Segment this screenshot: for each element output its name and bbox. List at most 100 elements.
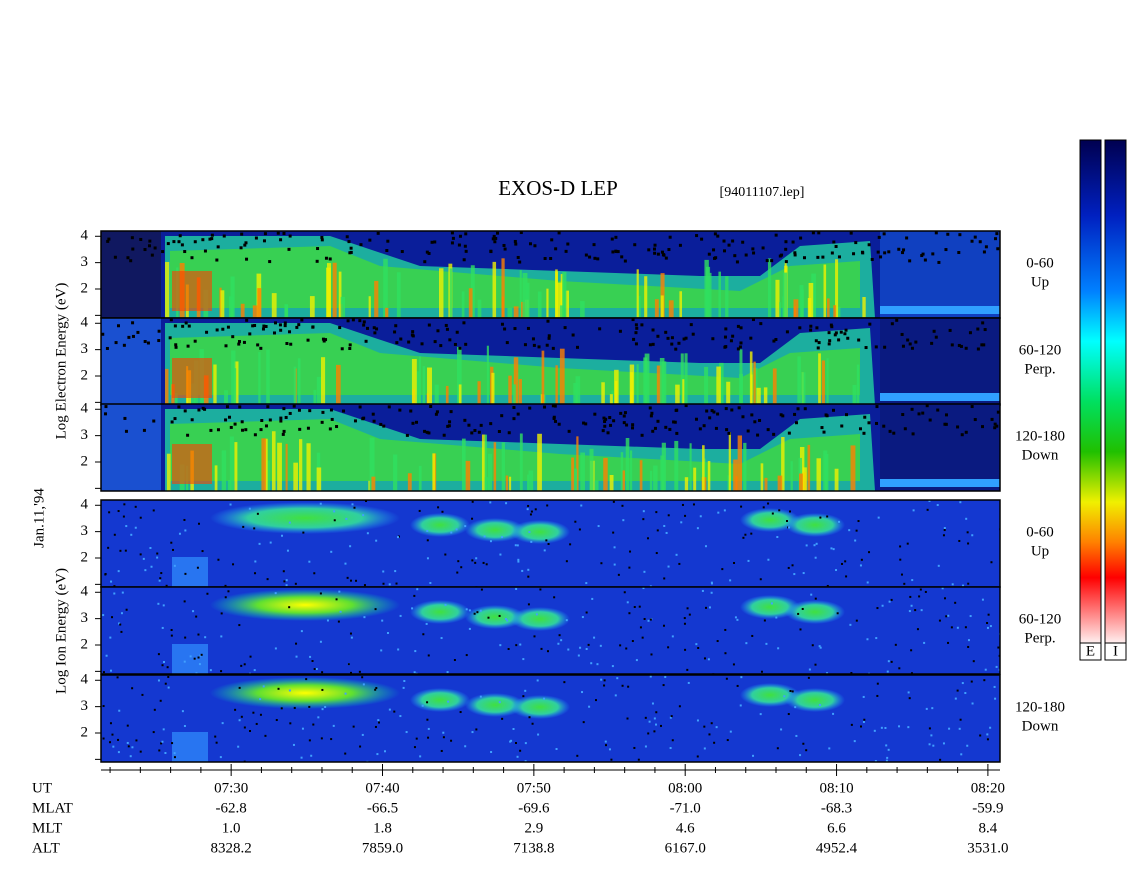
spectrogram-speckle [358, 405, 362, 409]
spectrogram-speckle [811, 231, 815, 235]
spectrogram-speckle [866, 581, 869, 584]
spectrogram-speckle [667, 514, 670, 517]
spectrogram-speckle [814, 556, 817, 559]
spectrogram-spike [575, 376, 581, 405]
spectrogram-speckle [131, 247, 135, 251]
spectrogram-spike [519, 270, 522, 318]
spectrogram-speckle [289, 342, 293, 346]
spectrogram-speckle [617, 573, 620, 576]
spectrogram-speckle [791, 240, 795, 244]
spectrogram-spike [565, 290, 569, 318]
spectrogram-speckle [427, 251, 431, 255]
spectrogram-speckle [117, 510, 120, 513]
spectrogram-speckle [259, 428, 263, 432]
spectrogram-spike [293, 462, 298, 491]
spectrogram-speckle [981, 598, 984, 601]
spectrogram-speckle [708, 416, 712, 420]
spectrogram-speckle [653, 730, 656, 733]
spectrogram-speckle [943, 527, 946, 530]
spectrogram-spike [316, 467, 322, 491]
y-tick-label: 2 [81, 724, 89, 740]
spectrogram-speckle [967, 542, 970, 545]
spectrogram-spike [825, 453, 829, 491]
spectrogram-speckle [736, 324, 740, 328]
spectrogram-speckle [134, 505, 137, 508]
spectrogram-speckle [462, 321, 466, 325]
spectrogram-speckle [349, 579, 352, 582]
spectrogram-speckle [190, 418, 194, 422]
spectrogram-speckle [546, 504, 549, 507]
ephemeris-value: 2.9 [524, 820, 543, 836]
spectrogram-speckle [874, 345, 878, 349]
spectrogram-speckle [160, 572, 163, 575]
spectrogram-speckle [102, 671, 105, 674]
spectrogram-speckle [373, 331, 377, 335]
spectrogram-speckle [129, 259, 133, 263]
y-tick-label: 2 [81, 280, 89, 296]
spectrogram-speckle [181, 324, 185, 328]
spectrogram-speckle [263, 232, 267, 236]
spectrogram-speckle [772, 432, 776, 436]
spectrogram-speckle [321, 410, 325, 414]
spectrogram-speckle [686, 668, 689, 671]
spectrogram-spike [557, 282, 563, 318]
spectrogram-speckle [683, 622, 686, 625]
spectrogram-speckle [775, 616, 778, 619]
spectrogram-speckle [901, 413, 905, 417]
spectrogram-speckle [608, 748, 611, 751]
spectrogram-spike [427, 367, 432, 405]
spectrogram-spike [684, 477, 689, 491]
colorbar-label: I [1113, 643, 1118, 659]
spectrogram-speckle [895, 318, 899, 322]
spectrogram-speckle [395, 341, 399, 345]
spectrogram-speckle [877, 516, 880, 519]
y-tick-label: 4 [81, 497, 89, 513]
spectrogram-speckle [966, 744, 969, 747]
spectrogram-hot [172, 271, 212, 311]
spectrogram-speckle [453, 659, 456, 662]
spectrogram-speckle [753, 420, 757, 424]
spectrogram-speckle [948, 727, 951, 730]
spectrogram-spike [718, 271, 721, 318]
spectrogram-speckle [672, 420, 676, 424]
spectrogram-speckle [594, 699, 597, 702]
spectrogram-spike [299, 439, 303, 491]
spectrogram-speckle [187, 324, 191, 328]
spectrogram-speckle [157, 679, 160, 682]
spectrogram-speckle [861, 251, 865, 255]
spectrogram-speckle [365, 500, 368, 503]
spectrogram-speckle [820, 426, 824, 430]
spectrogram-speckle [252, 711, 255, 714]
spectrogram-speckle [317, 716, 320, 719]
spectrogram-speckle [797, 612, 800, 615]
spectrogram-speckle [302, 531, 305, 534]
spectrogram-speckle [958, 233, 962, 237]
spectrogram-speckle [382, 570, 385, 573]
spectrogram-spike [707, 460, 711, 491]
spectrogram-speckle [450, 531, 453, 534]
spectrogram-speckle [826, 672, 829, 674]
spectrogram-speckle [292, 404, 296, 408]
spectrogram-speckle [253, 669, 256, 672]
spectrogram-speckle [164, 682, 167, 685]
spectrogram-speckle [127, 745, 130, 748]
spectrogram-speckle [557, 642, 560, 645]
spectrogram-speckle [947, 614, 950, 617]
spectrogram-spike [338, 271, 342, 318]
spectrogram-speckle [279, 328, 283, 332]
spectrogram-speckle [165, 584, 168, 587]
spectrogram-speckle [170, 634, 173, 637]
spectrogram-speckle [351, 503, 354, 506]
spectrogram-spike [793, 299, 799, 318]
spectrogram-speckle [877, 235, 881, 239]
spectrogram-speckle [585, 582, 588, 585]
y-tick-label: 3 [81, 523, 89, 539]
spectrogram-speckle [162, 660, 165, 663]
spectrogram-speckle [982, 343, 986, 347]
spectrogram-speckle [761, 246, 765, 250]
spectrogram-spike [622, 470, 625, 491]
spectrogram-spike [684, 353, 688, 405]
spectrogram-spike [654, 299, 659, 318]
spectrogram-speckle [808, 668, 811, 671]
spectrogram-speckle [921, 411, 925, 415]
